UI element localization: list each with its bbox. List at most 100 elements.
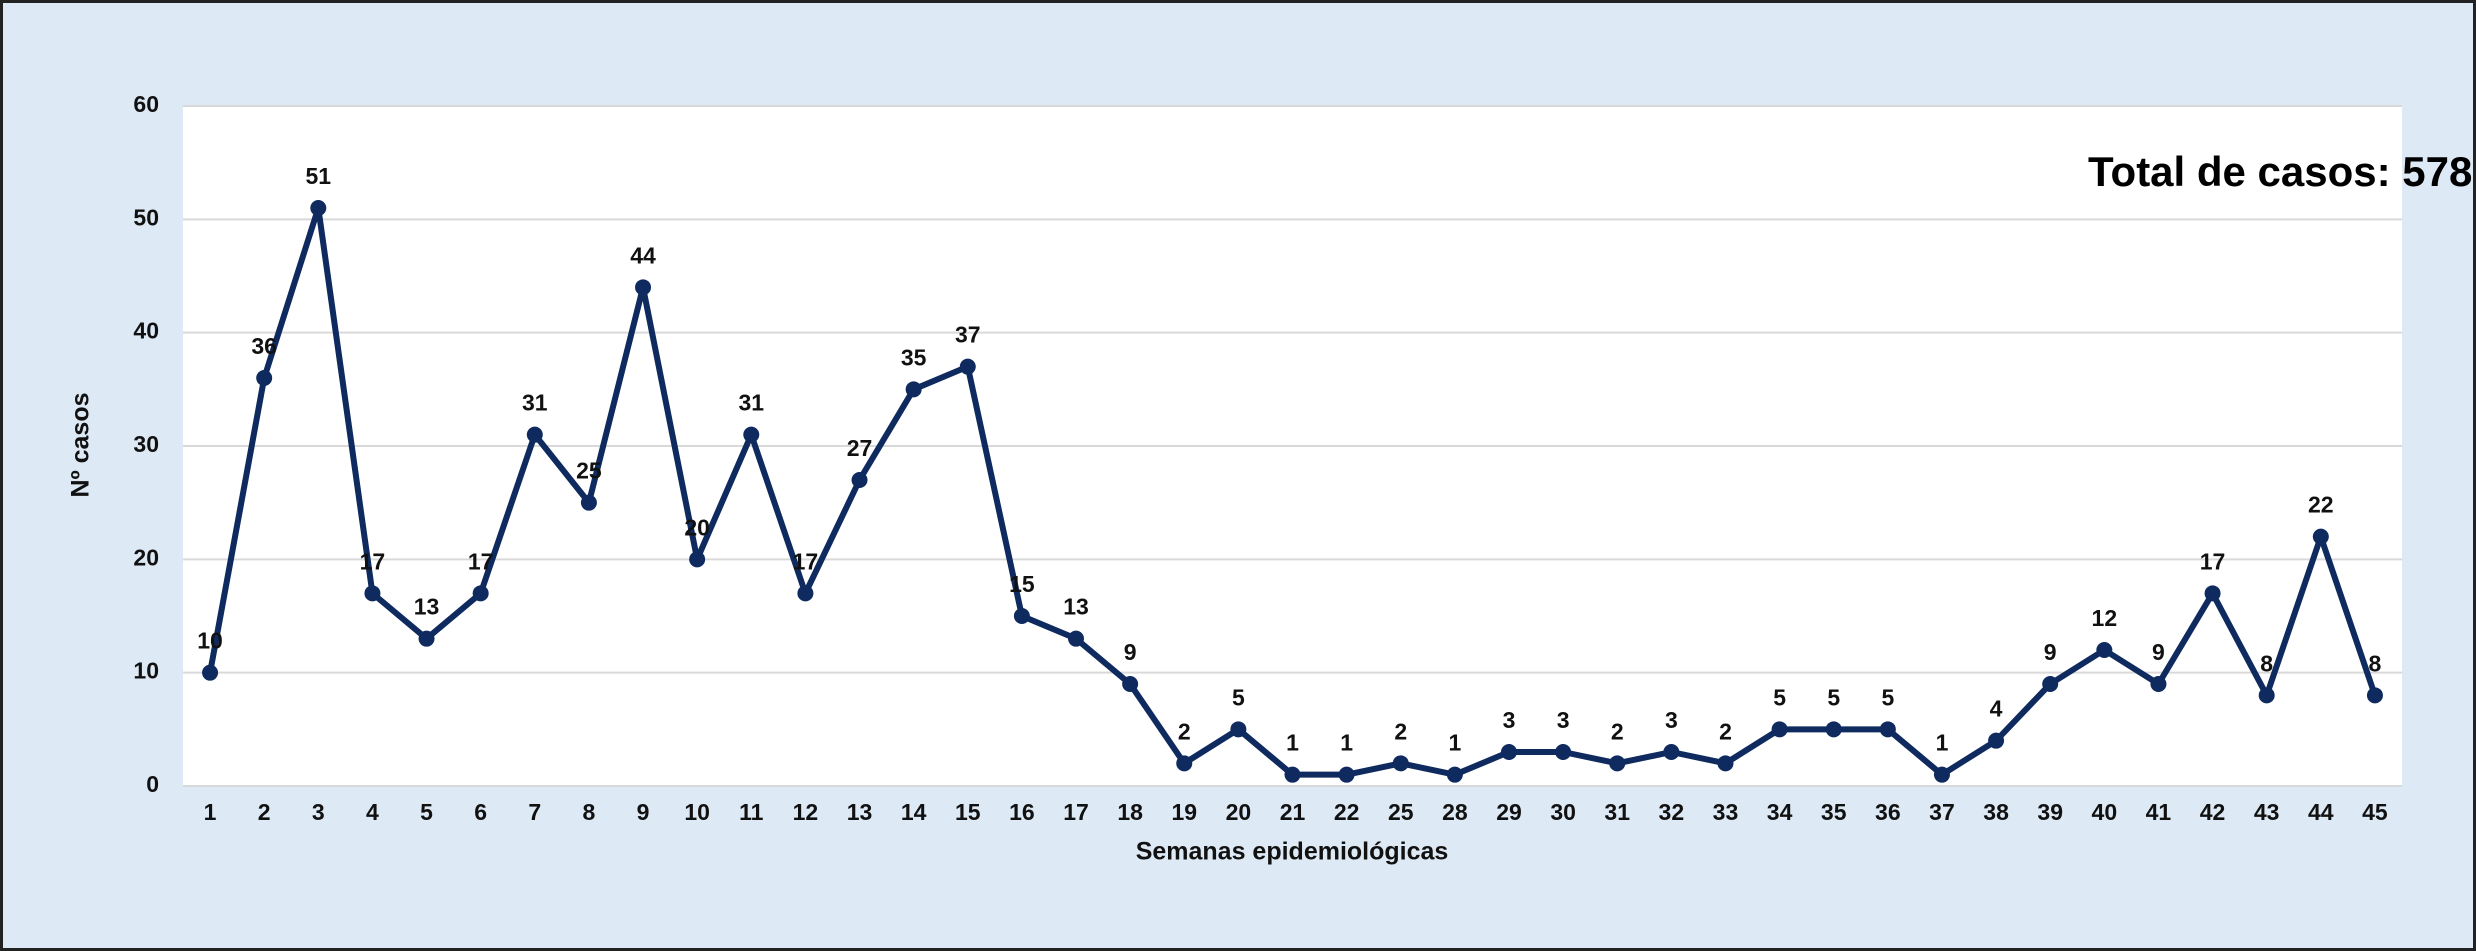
x-tick-label: 36: [1875, 799, 1901, 825]
data-label: 1: [1340, 730, 1353, 756]
data-label: 5: [1232, 684, 1245, 710]
y-tick-label: 20: [133, 544, 159, 570]
x-axis-label: Semanas epidemiológicas: [1136, 838, 1449, 866]
x-tick-label: 1: [204, 799, 217, 825]
point: [202, 664, 219, 681]
data-label: 51: [306, 163, 332, 189]
data-label: 15: [1009, 571, 1035, 597]
data-label: 44: [630, 242, 656, 268]
point: [2258, 687, 2275, 704]
data-label: 10: [197, 628, 223, 654]
point: [1933, 766, 1950, 783]
x-tick-label: 31: [1604, 799, 1630, 825]
y-tick-label: 60: [133, 91, 159, 117]
point: [1446, 766, 1463, 783]
x-tick-label: 25: [1388, 799, 1414, 825]
data-label: 4: [1990, 696, 2003, 722]
x-tick-label: 7: [528, 799, 541, 825]
x-tick-label: 44: [2308, 799, 2334, 825]
data-label: 17: [793, 548, 819, 574]
x-tick-label: 33: [1713, 799, 1739, 825]
x-tick-label: 40: [2092, 799, 2118, 825]
x-tick-label: 16: [1009, 799, 1035, 825]
point: [256, 370, 273, 386]
x-tick-label: 20: [1226, 799, 1252, 825]
point: [2366, 687, 2383, 704]
point: [2150, 676, 2167, 692]
annotation: Total de casos: 578: [2088, 148, 2472, 195]
data-label: 36: [251, 333, 277, 359]
x-tick-label: 30: [1550, 799, 1576, 825]
x-tick-label: 14: [901, 799, 927, 825]
x-tick-label: 12: [793, 799, 819, 825]
data-label: 1: [1936, 730, 1949, 756]
point: [2204, 585, 2221, 602]
data-label: 5: [1881, 684, 1894, 710]
data-label: 31: [522, 390, 548, 416]
point: [1988, 732, 2005, 749]
data-label: 1: [1448, 730, 1461, 756]
x-tick-label: 6: [474, 799, 487, 825]
point: [472, 585, 489, 602]
point: [959, 358, 976, 375]
x-tick-label: 11: [739, 799, 764, 825]
data-label: 5: [1773, 684, 1786, 710]
data-label: 2: [1394, 718, 1407, 744]
data-label: 8: [2260, 650, 2273, 676]
point: [418, 630, 435, 647]
point: [1500, 744, 1517, 760]
x-tick-label: 13: [847, 799, 873, 825]
x-tick-label: 42: [2200, 799, 2226, 825]
x-tick-label: 5: [420, 799, 433, 825]
data-label: 2: [1611, 718, 1624, 744]
x-tick-label: 35: [1821, 799, 1847, 825]
data-label: 12: [2092, 605, 2118, 631]
point: [635, 279, 652, 296]
data-label: 27: [847, 435, 873, 461]
data-label: 17: [360, 548, 386, 574]
data-label: 2: [1719, 718, 1732, 744]
y-tick-label: 50: [133, 204, 159, 230]
data-label: 3: [1503, 707, 1516, 733]
data-label: 20: [684, 514, 710, 540]
point: [689, 551, 706, 568]
point: [1879, 721, 1896, 738]
x-tick-label: 43: [2254, 799, 2280, 825]
x-tick-label: 19: [1171, 799, 1197, 825]
point: [364, 585, 381, 602]
data-label: 5: [1827, 684, 1840, 710]
point: [1284, 766, 1301, 783]
point: [580, 494, 597, 511]
point: [526, 426, 543, 443]
x-tick-label: 29: [1496, 799, 1522, 825]
data-label: 37: [955, 322, 981, 348]
x-tick-label: 34: [1767, 799, 1793, 825]
y-tick-label: 10: [133, 658, 159, 684]
data-label: 13: [414, 594, 440, 620]
x-tick-label: 22: [1334, 799, 1360, 825]
data-label: 1: [1286, 730, 1299, 756]
x-tick-label: 9: [637, 799, 650, 825]
data-label: 9: [2152, 639, 2165, 665]
point: [1825, 721, 1842, 738]
point: [1555, 744, 1572, 760]
x-tick-label: 38: [1983, 799, 2009, 825]
point: [310, 200, 327, 216]
data-label: 9: [1124, 639, 1137, 665]
x-tick-label: 2: [258, 799, 271, 825]
x-tick-label: 41: [2146, 799, 2172, 825]
point: [797, 585, 814, 602]
data-label: 17: [2200, 548, 2226, 574]
point: [1609, 755, 1626, 772]
x-tick-label: 28: [1442, 799, 1468, 825]
data-label: 13: [1063, 594, 1089, 620]
data-label: 35: [901, 344, 927, 370]
y-axis-label: Nº casos: [67, 392, 95, 497]
point: [743, 426, 760, 443]
x-tick-label: 4: [366, 799, 379, 825]
point: [2042, 676, 2059, 692]
data-label: 17: [468, 548, 494, 574]
point: [1013, 608, 1030, 624]
data-label: 2: [1178, 718, 1191, 744]
point: [851, 472, 868, 488]
